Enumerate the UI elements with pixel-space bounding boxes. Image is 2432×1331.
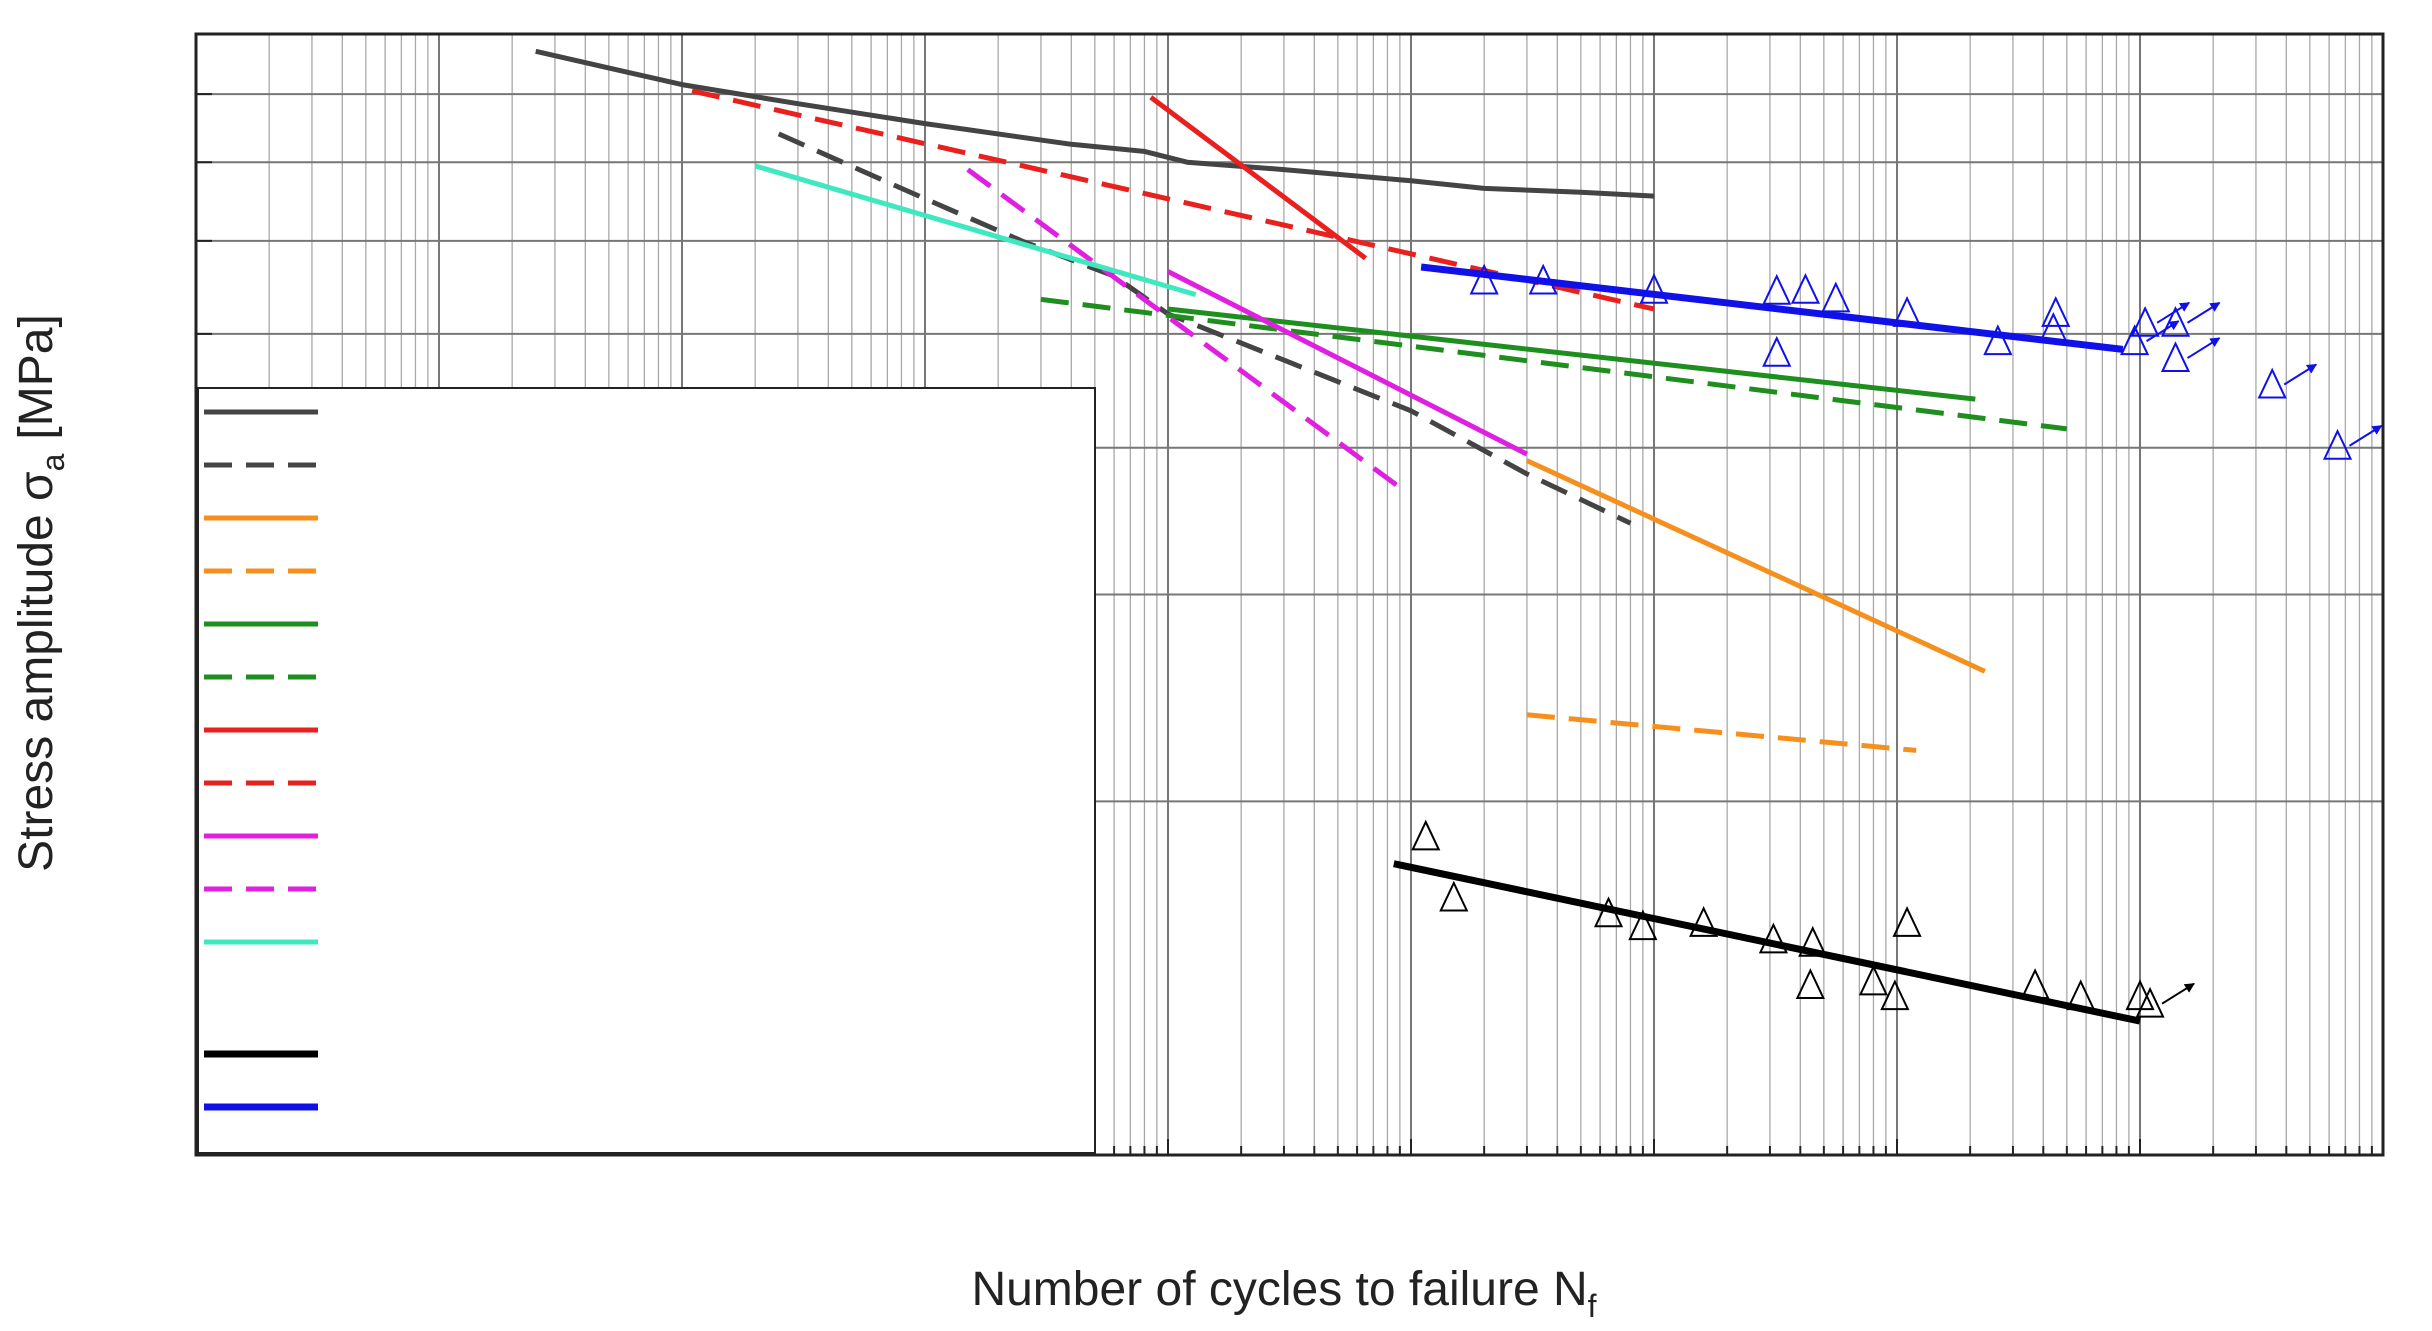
ref-point [2130,305,2160,337]
ref-point [2038,311,2068,343]
ebm-point [1628,909,1658,941]
legend-box [197,387,1096,1154]
ref-point [2322,428,2353,460]
series-line-5 [1167,306,1976,402]
ref-point [1790,272,1821,304]
series-line-6 [1040,296,2068,432]
ref-point [1762,335,1792,367]
ref-runout-arrow [2186,301,2221,324]
ebm-runout-arrow [2161,982,2195,1005]
ebm-point [1439,880,1469,912]
ebm-point [1689,906,1719,937]
ebm-point [2066,979,2096,1011]
ebm-point [1593,896,1624,928]
points-layer [1411,263,2383,1018]
series-layer [535,48,2141,1025]
x-axis-label-text: Number of cycles to failure N [971,1263,1587,1316]
legend [197,387,1096,1154]
ref-point [2041,296,2071,327]
series-line-10 [966,167,1402,490]
ebm-point [1795,968,1825,999]
y-axis-label-text: Stress amplitude σ [10,471,63,871]
x-axis-label: Number of cycles to failure Nf [971,1263,1596,1324]
ref-point [2160,305,2191,337]
ebm-point [2020,968,2050,999]
ref-point [1821,281,1851,313]
y-axis-label-sub: a [35,453,71,471]
y-axis-label-unit: [MPa] [10,314,63,439]
ref-point [1762,273,1792,305]
series-line-11 [754,163,1197,297]
series-line-13 [1420,263,2124,353]
ref-point [1892,296,1922,327]
ref-point [1983,324,2013,356]
ref-point [2257,367,2287,399]
ref-point [2120,324,2150,356]
ebm-point [1411,819,1441,851]
series-line-3 [1525,458,1986,674]
ref-point [1639,272,1669,304]
series-line-12 [1393,860,2141,1025]
ebm-point [1880,979,1910,1011]
ref-point [1469,263,1499,295]
ref-point [2160,341,2191,373]
ebm-point [1798,925,1828,957]
series-line-1 [535,48,1655,199]
ref-runout-arrow [2186,337,2221,359]
ebm-point [2135,986,2165,1018]
y-axis-label: Stress amplitude σa [MPa] [10,314,71,872]
series-line-4 [1526,712,1917,753]
ebm-point [1858,964,1889,996]
series-line-9 [1166,269,1529,457]
ref-runout-arrow [2349,424,2383,447]
ref-runout-arrow [2283,363,2318,386]
x-axis-label-sub: f [1588,1288,1597,1324]
ebm-point [1758,922,1788,954]
series-line-7 [1149,95,1367,261]
ref-point [1528,263,1558,295]
ref-runout-arrow [2146,320,2180,342]
ebm-point [1892,906,1922,937]
